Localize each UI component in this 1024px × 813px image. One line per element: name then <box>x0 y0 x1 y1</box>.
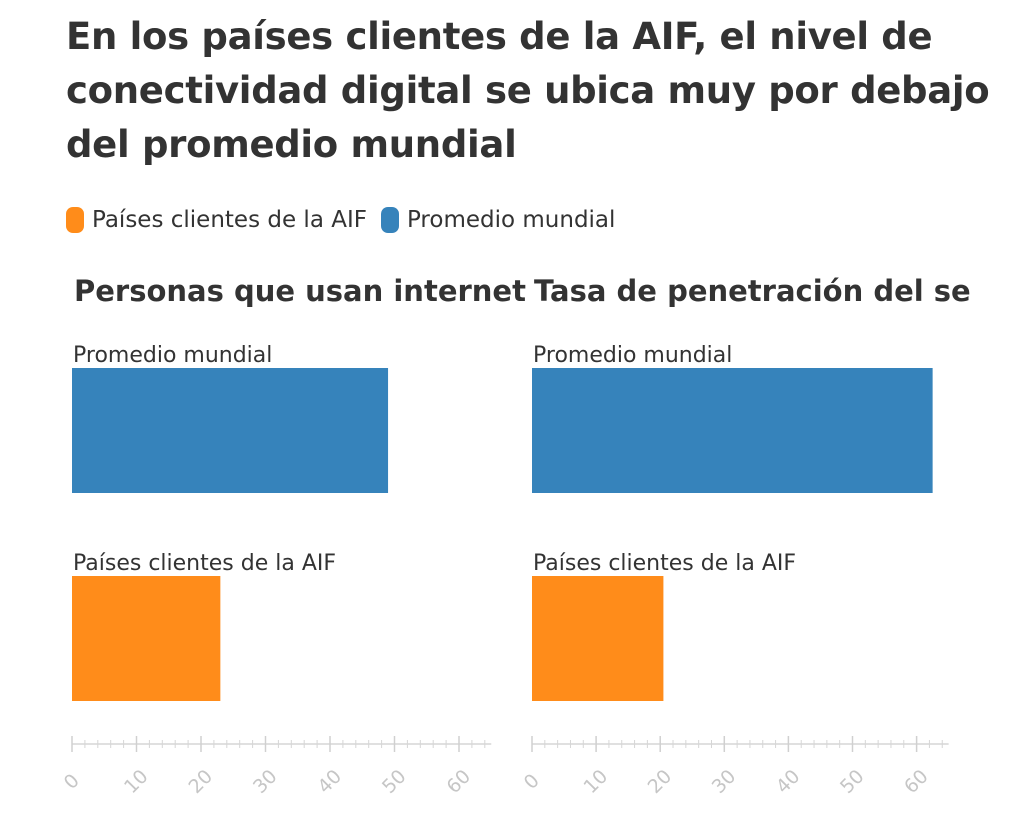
category-label-internet-1: Países clientes de la AIF <box>73 551 336 576</box>
bar-penetration-0 <box>532 368 933 493</box>
x-tick-label-penetration: 20 <box>644 765 677 798</box>
x-tick-label-internet: 10 <box>120 765 153 798</box>
legend-swatch-world <box>380 207 399 233</box>
bar-penetration-1 <box>532 576 664 701</box>
x-tick-label-penetration: 50 <box>836 765 869 798</box>
x-tick-label-penetration: 60 <box>900 765 933 798</box>
legend-item-aif[interactable]: Países clientes de la AIF <box>66 207 367 233</box>
panel-title-internet: Personas que usan internet <box>74 274 526 308</box>
x-tick-label-internet: 0 <box>60 770 84 794</box>
x-tick-label-penetration: 10 <box>580 765 613 798</box>
category-label-internet-0: Promedio mundial <box>73 343 272 368</box>
chart-title: En los países clientes de la AIF, el niv… <box>66 15 990 166</box>
legend-label-world: Promedio mundial <box>406 207 616 233</box>
category-label-penetration-0: Promedio mundial <box>533 343 732 368</box>
panel-title-penetration: Tasa de penetración del ser <box>534 274 971 308</box>
x-tick-label-penetration: 0 <box>520 770 544 794</box>
x-tick-label-internet: 20 <box>184 765 217 798</box>
legend: Países clientes de la AIF Promedio mundi… <box>66 203 629 237</box>
legend-label-aif: Países clientes de la AIF <box>92 207 367 233</box>
legend-swatch-aif <box>66 207 84 233</box>
x-tick-label-internet: 30 <box>249 765 282 798</box>
x-tick-label-internet: 50 <box>378 765 411 798</box>
bar-internet-0 <box>72 368 389 493</box>
x-tick-label-penetration: 30 <box>708 765 741 798</box>
category-label-penetration-1: Países clientes de la AIF <box>533 551 796 576</box>
legend-item-world[interactable]: Promedio mundial <box>380 207 616 233</box>
x-tick-label-internet: 60 <box>442 765 475 798</box>
bar-internet-1 <box>72 576 221 701</box>
x-tick-label-penetration: 40 <box>772 765 805 798</box>
x-tick-label-internet: 40 <box>313 765 346 798</box>
